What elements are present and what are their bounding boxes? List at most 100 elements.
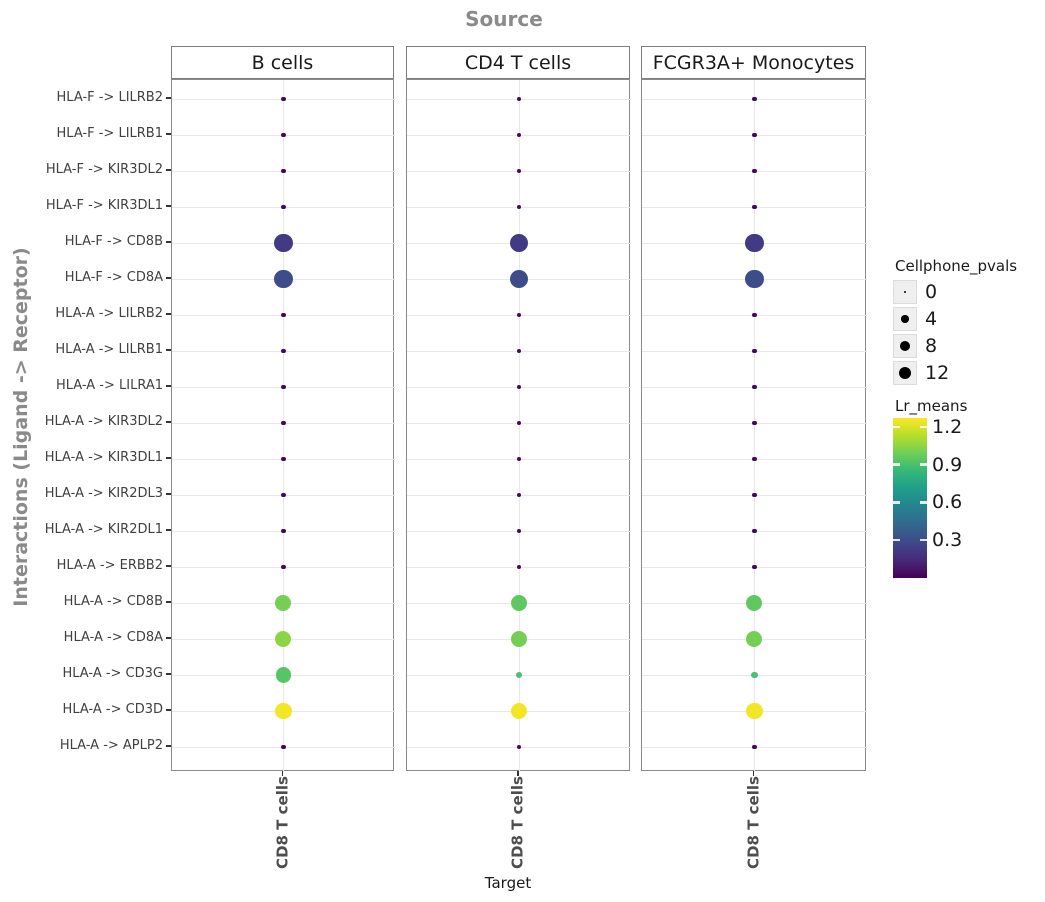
y-axis-tick (166, 241, 171, 243)
y-axis-tick (166, 349, 171, 351)
size-legend-label: 12 (925, 362, 950, 384)
size-legend-key (893, 307, 917, 331)
data-point (509, 269, 529, 289)
y-axis-tick-label: HLA-F -> KIR3DL2 (45, 162, 163, 177)
data-point (516, 744, 522, 750)
size-legend-key (893, 361, 917, 385)
y-axis-tick (166, 709, 171, 711)
y-axis-tick-label: HLA-F -> KIR3DL1 (45, 198, 163, 213)
y-axis-tick (166, 385, 171, 387)
colorbar-tick-label: 1.2 (932, 415, 963, 438)
data-point (516, 312, 522, 318)
data-point (516, 420, 522, 426)
data-point (274, 233, 293, 253)
colorbar-tick (893, 501, 900, 504)
y-axis-tick-label: HLA-A -> KIR2DL3 (44, 486, 163, 501)
y-axis-tick-label: HLA-A -> ERBB2 (56, 558, 163, 573)
data-point (516, 96, 522, 102)
data-point (510, 594, 527, 611)
colorbar-gradient (893, 418, 927, 578)
data-point (745, 269, 764, 289)
data-point (516, 204, 522, 210)
colorbar-tick-label: 0.3 (932, 529, 963, 552)
y-axis-tick (166, 529, 171, 531)
data-point (509, 233, 529, 253)
x-axis-title: Target (484, 874, 532, 892)
data-point (752, 420, 757, 426)
y-axis-tick-label: HLA-F -> CD8A (64, 270, 163, 285)
data-point (281, 204, 286, 210)
data-point (281, 456, 286, 462)
data-point (510, 630, 527, 647)
x-axis-tick-label: CD8 T cells (744, 776, 762, 869)
size-legend-key (893, 280, 917, 304)
y-axis-tick-label: HLA-A -> KIR3DL2 (44, 414, 163, 429)
y-axis-tick-label: HLA-A -> KIR3DL1 (44, 450, 163, 465)
y-axis-tick (166, 637, 171, 639)
facet-strip: B cells (171, 46, 394, 79)
colorbar-tick (893, 463, 900, 466)
data-point (746, 702, 763, 720)
size-legend-dot-icon (899, 340, 911, 352)
facet-strip: FCGR3A+ Monocytes (641, 46, 866, 79)
y-axis-tick (166, 313, 171, 315)
y-axis-tick-label: HLA-A -> LILRA1 (55, 378, 163, 393)
y-axis-tick (166, 97, 171, 99)
y-axis-tick-label: HLA-A -> KIR2DL1 (44, 522, 163, 537)
colorbar-tick (920, 463, 927, 466)
data-point (751, 671, 758, 679)
data-point (281, 96, 286, 102)
x-axis-tick (517, 771, 519, 776)
colorbar-tick (920, 501, 927, 504)
data-point (745, 233, 764, 253)
data-point (516, 528, 522, 534)
data-point (516, 384, 522, 390)
y-axis-tick-label: HLA-A -> CD8B (63, 594, 163, 609)
data-point (752, 564, 757, 570)
y-axis-tick-label: HLA-F -> LILRB1 (56, 126, 163, 141)
data-point (752, 528, 757, 534)
gridline-vertical (283, 80, 284, 772)
facet-strip: CD4 T cells (406, 46, 630, 79)
gridline-vertical (518, 80, 520, 772)
data-point (752, 312, 757, 318)
colorbar-tick-label: 0.6 (932, 491, 963, 514)
data-point (281, 492, 286, 498)
data-point (752, 132, 757, 138)
data-point (281, 384, 286, 390)
y-axis-tick-label: HLA-A -> CD8A (63, 630, 163, 645)
data-point (746, 630, 763, 647)
data-point (516, 168, 522, 174)
facet-panel (406, 79, 631, 772)
colorbar-tick (920, 425, 927, 429)
data-point (746, 594, 763, 611)
data-point (281, 312, 286, 318)
data-point (281, 348, 286, 354)
data-point (516, 564, 522, 570)
legend: Cellphone_pvals 0 4 8 12 Lr_means 1.2 0.9 0.6… (885, 0, 1045, 902)
data-point (752, 384, 757, 390)
data-point (516, 492, 522, 498)
y-axis-tick (166, 205, 171, 207)
data-point (281, 168, 286, 174)
y-axis-tick (166, 601, 171, 603)
y-axis-tick (166, 493, 171, 495)
data-point (752, 456, 757, 462)
colorbar-tick-label: 0.9 (932, 453, 963, 476)
colorbar-tick (920, 538, 927, 542)
x-axis-tick (752, 771, 755, 776)
size-legend-label: 0 (925, 281, 938, 303)
x-axis-tick (281, 771, 284, 776)
data-point (275, 594, 292, 611)
data-point (510, 702, 528, 720)
x-axis-tick-label: CD8 T cells (508, 776, 527, 869)
plot-title: Source (465, 7, 543, 31)
size-legend-dot-icon (898, 366, 912, 380)
data-point (275, 667, 292, 683)
data-point (515, 671, 523, 679)
data-point (281, 420, 286, 426)
data-point (752, 204, 757, 210)
gridline-vertical (754, 80, 755, 772)
data-point (281, 528, 286, 534)
